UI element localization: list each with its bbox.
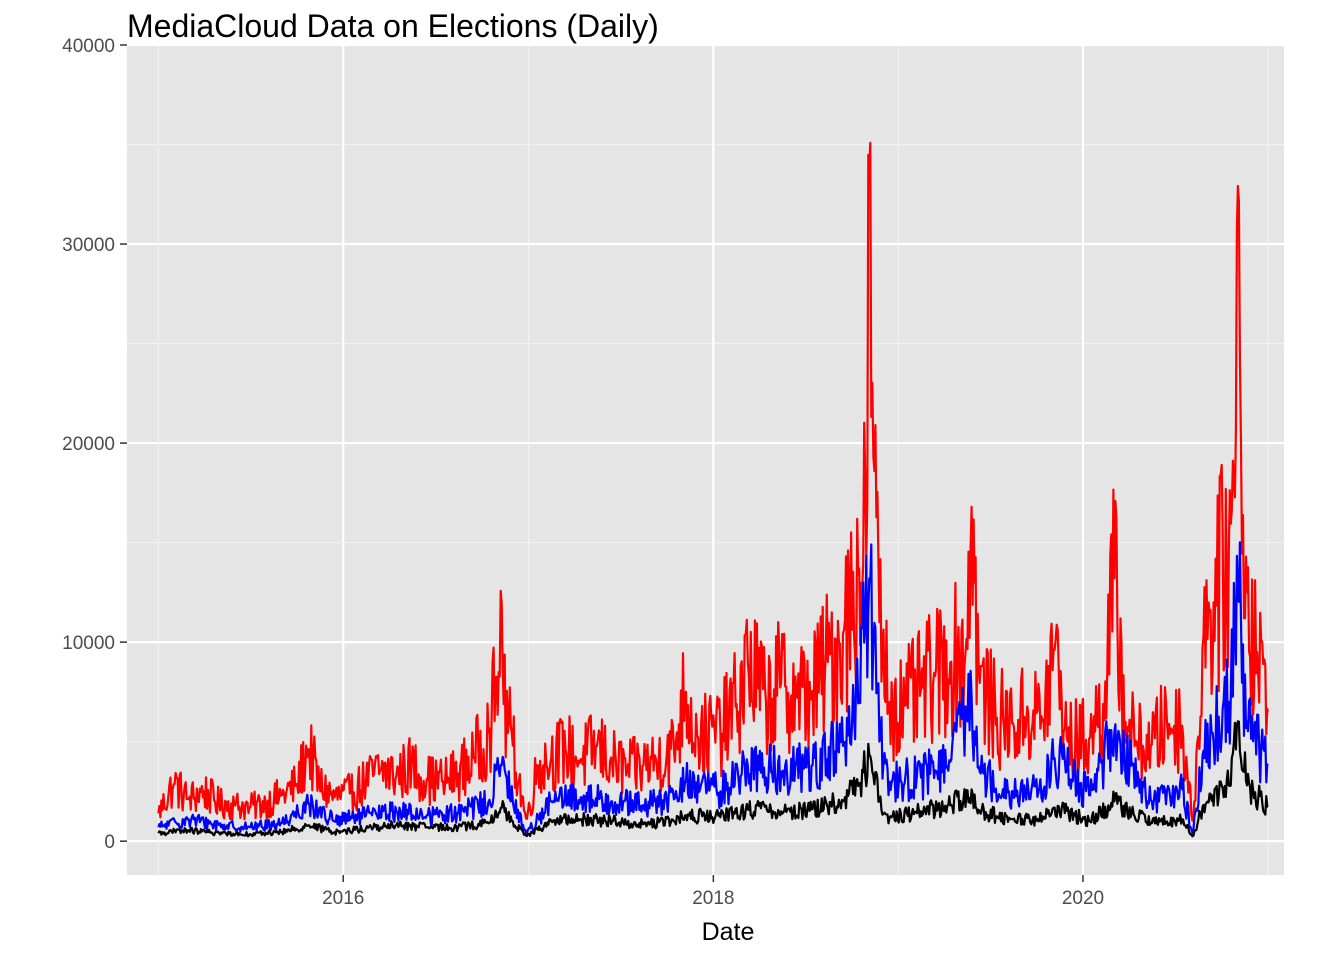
x-tick-label: 2016 <box>322 888 364 909</box>
y-tick-label: 10000 <box>62 633 115 654</box>
chart-title: MediaCloud Data on Elections (Daily) <box>127 8 659 44</box>
y-axis: 0 10000 20000 30000 40000 <box>62 36 127 853</box>
x-axis: 2016 2018 2020 <box>322 875 1104 909</box>
x-tick-label: 2020 <box>1062 888 1104 909</box>
series-line-1 <box>157 141 1269 822</box>
y-tick-label: 0 <box>104 832 115 853</box>
x-tick-label: 2018 <box>692 888 734 909</box>
y-tick-label: 20000 <box>62 434 115 455</box>
y-tick-label: 40000 <box>62 36 115 57</box>
series-line-3 <box>157 720 1269 838</box>
series-layer <box>157 141 1269 838</box>
series-line-2 <box>157 541 1269 835</box>
y-tick-label: 30000 <box>62 235 115 256</box>
x-axis-title: Date <box>702 918 755 946</box>
